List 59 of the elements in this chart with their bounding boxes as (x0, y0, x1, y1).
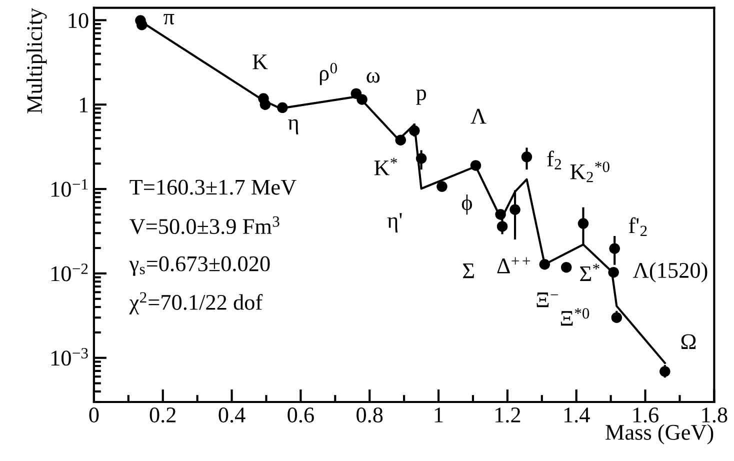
point (260, 99, 271, 110)
annotation: f$_{2}$ (547, 150, 562, 170)
point (539, 259, 550, 270)
y-tick-label: 10$^{−1}$ (51, 179, 88, 197)
point (495, 209, 506, 220)
point (496, 221, 508, 232)
annotation: Ξ$^{−}$ (536, 292, 558, 308)
point (578, 218, 589, 229)
x-tick-label: 1 (434, 408, 443, 422)
annotation: π (164, 14, 174, 24)
annotation: Δ$^{++}$ (497, 257, 530, 274)
point (356, 94, 368, 105)
annotation: K$_{2}$$^{*0}$ (570, 162, 610, 182)
annotation: γ$_{s}$=0.673±0.020 (129, 256, 270, 276)
x-tick-label: 0 (89, 407, 99, 422)
annotation: Ω (681, 334, 696, 350)
x-tick-label: 0.4 (218, 407, 246, 423)
point (609, 243, 620, 254)
y-tick-label: 10$^{−2}$ (51, 264, 88, 282)
annotation: p (416, 90, 426, 105)
annotation: η (288, 119, 298, 134)
x-axis-title: Mass (GeV) (606, 424, 714, 444)
x-tick-label: 1.4 (564, 408, 590, 423)
point (521, 152, 532, 162)
annotation: Σ$^{*}$ (580, 264, 600, 282)
point (611, 312, 622, 323)
annotation: f'$_{2}$ (628, 217, 647, 236)
x-tick-label: 0.6 (288, 407, 314, 423)
point (277, 102, 288, 114)
annotation: K (252, 54, 268, 70)
y-tick-label: 10$^{−3}$ (51, 348, 88, 366)
x-tick-label: 0.2 (150, 407, 176, 423)
annotation: Λ(1520) (633, 262, 708, 282)
annotation: V=50.0±3.9 Fm$^{3}$ (130, 216, 280, 234)
point (416, 153, 427, 164)
point (560, 262, 572, 273)
point (395, 134, 406, 146)
annotation: K$^{*}$ (374, 158, 397, 176)
point (470, 160, 482, 171)
x-tick-label: 1.8 (702, 407, 728, 423)
x-tick-label: 0.8 (356, 407, 383, 423)
x-tick-label: 1.2 (496, 408, 520, 423)
x-tick-label: 1.6 (633, 408, 658, 423)
annotation: ρ$^{0}$ (320, 62, 337, 86)
annotation: ϕ (462, 194, 472, 215)
point (608, 266, 619, 278)
y-axis-title: Multiplicity (26, 8, 47, 114)
annotation: ω (366, 72, 380, 83)
annotation: η' (387, 213, 402, 232)
y-tick-label: 1 (80, 98, 88, 112)
point (409, 125, 420, 136)
point (436, 181, 448, 192)
annotation: χ$^{2}$=70.1/22 dof (129, 292, 263, 314)
annotation: T=160.3±1.7 MeV (130, 180, 296, 195)
y-tick-label: 10 (68, 13, 88, 28)
annotation: Σ (463, 264, 474, 278)
annotation: Ξ$^{*0}$ (560, 308, 590, 326)
point (510, 204, 520, 215)
annotation: Λ (470, 108, 486, 124)
